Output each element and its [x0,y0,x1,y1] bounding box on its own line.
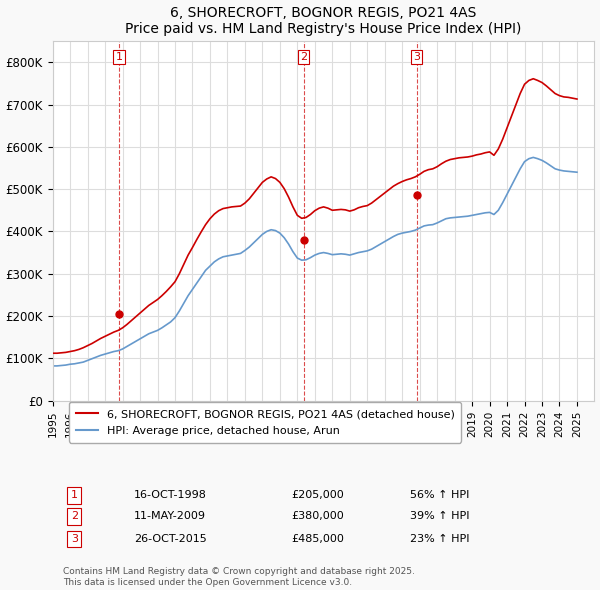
Text: 2: 2 [71,512,78,522]
Text: 1: 1 [71,490,78,500]
Text: 11-MAY-2009: 11-MAY-2009 [134,512,206,522]
Text: 56% ↑ HPI: 56% ↑ HPI [410,490,470,500]
Title: 6, SHORECROFT, BOGNOR REGIS, PO21 4AS
Price paid vs. HM Land Registry's House Pr: 6, SHORECROFT, BOGNOR REGIS, PO21 4AS Pr… [125,5,522,36]
Text: 16-OCT-1998: 16-OCT-1998 [134,490,207,500]
Text: 3: 3 [71,534,78,544]
Text: 1: 1 [115,52,122,62]
Text: 23% ↑ HPI: 23% ↑ HPI [410,534,470,544]
Text: Contains HM Land Registry data © Crown copyright and database right 2025.
This d: Contains HM Land Registry data © Crown c… [64,567,415,586]
Text: £205,000: £205,000 [291,490,344,500]
Text: 2: 2 [300,52,307,62]
Text: 26-OCT-2015: 26-OCT-2015 [134,534,206,544]
Text: 39% ↑ HPI: 39% ↑ HPI [410,512,470,522]
Text: £485,000: £485,000 [291,534,344,544]
Text: £380,000: £380,000 [291,512,344,522]
Text: 3: 3 [413,52,420,62]
Legend: 6, SHORECROFT, BOGNOR REGIS, PO21 4AS (detached house), HPI: Average price, deta: 6, SHORECROFT, BOGNOR REGIS, PO21 4AS (d… [69,402,461,442]
